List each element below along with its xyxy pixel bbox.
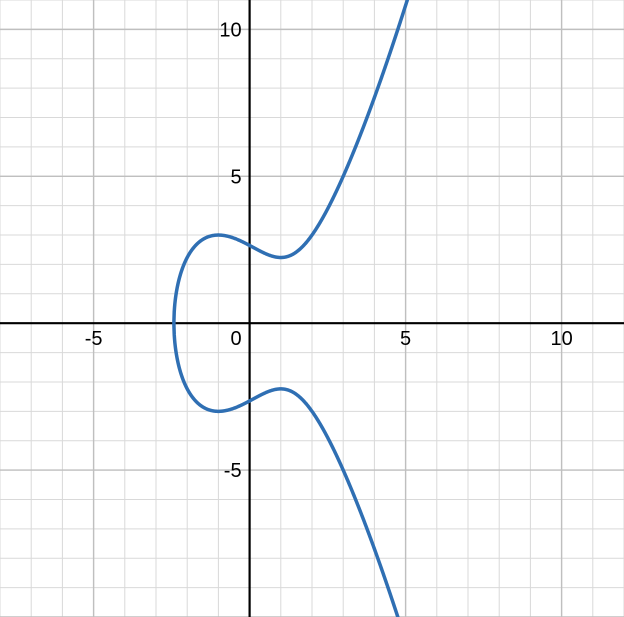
y-tick-label: -5 bbox=[224, 460, 242, 482]
x-tick-label: -5 bbox=[85, 328, 103, 350]
elliptic-curve-plot: -5 0 5 10 -5 5 10 bbox=[0, 0, 624, 617]
x-tick-label: 5 bbox=[400, 328, 411, 350]
x-tick-label: 10 bbox=[550, 328, 572, 350]
y-tick-label: 5 bbox=[230, 166, 241, 188]
x-tick-label: 0 bbox=[230, 328, 241, 350]
y-tick-label: 10 bbox=[219, 19, 241, 41]
